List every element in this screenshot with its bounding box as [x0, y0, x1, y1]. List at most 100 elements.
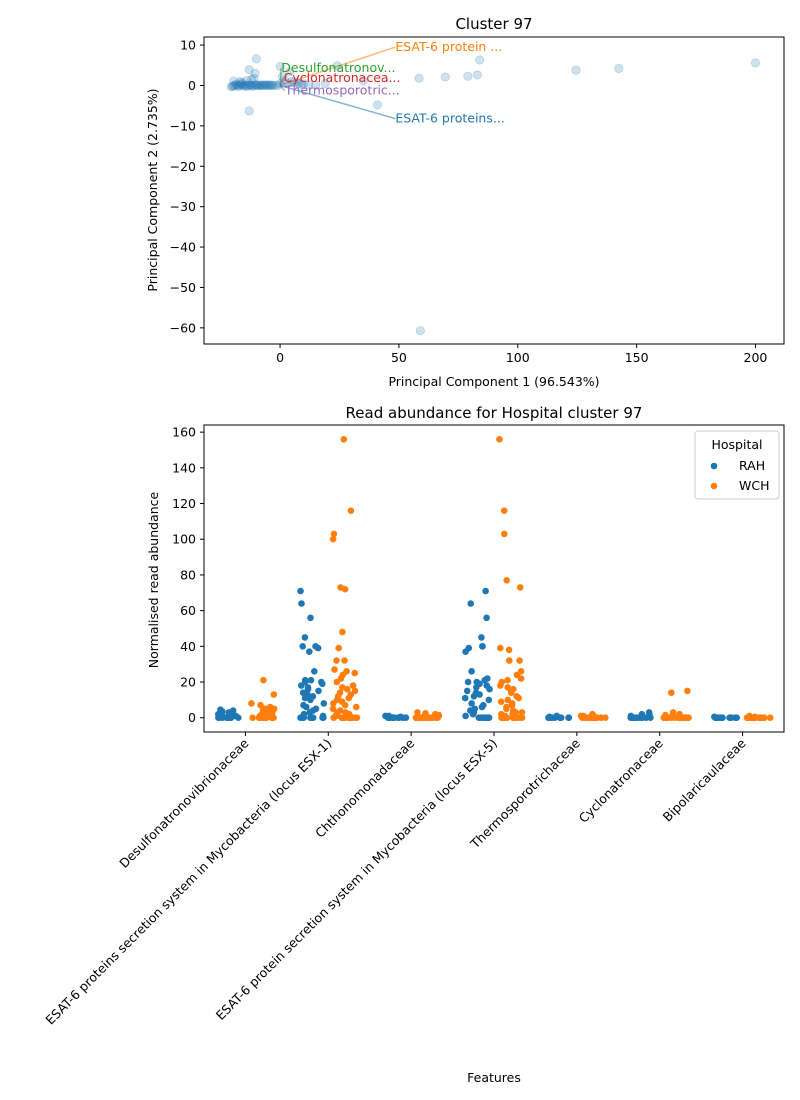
strip-y-tick-label: 100	[172, 532, 196, 547]
pca-point	[237, 77, 247, 87]
pca-point	[571, 65, 581, 75]
strip-point-rah	[464, 678, 472, 686]
pca-annotation-line	[279, 68, 283, 86]
strip-point-rah	[711, 713, 718, 721]
pca-point	[320, 79, 330, 89]
pca-y-tick-label: −10	[170, 118, 196, 133]
pca-point	[440, 72, 450, 82]
strip-point-wch	[337, 584, 344, 591]
strip-point-wch	[337, 707, 344, 714]
pca-point	[235, 77, 245, 87]
strip-point-wch	[498, 678, 506, 686]
pca-point	[244, 106, 254, 116]
strip-y-tick-label: 0	[188, 710, 196, 725]
strip-point-rah	[320, 700, 328, 707]
pca-point	[237, 79, 247, 89]
strip-point-rah	[645, 709, 653, 716]
strip-point-wch	[343, 668, 350, 675]
strip-point-wch	[270, 691, 278, 698]
legend-title: Hospital	[711, 437, 762, 452]
strip-point-rah	[485, 696, 493, 704]
strip-point-rah	[307, 714, 314, 721]
strip-point-wch	[340, 436, 348, 443]
legend-label-rah: RAH	[739, 458, 765, 473]
strip-point-wch	[504, 676, 511, 684]
pca-point	[358, 76, 368, 86]
pca-y-axis-label: Principal Component 2 (2.735%)	[145, 88, 160, 291]
legend-swatch-wch	[710, 482, 718, 490]
strip-point-wch	[504, 696, 512, 704]
strip-point-wch	[505, 646, 513, 654]
strip-point-rah	[462, 712, 469, 720]
strip-point-rah	[229, 707, 237, 714]
pca-point	[250, 68, 260, 78]
strip-point-rah	[468, 668, 475, 675]
pca-point	[238, 81, 248, 91]
pca-point	[253, 80, 263, 90]
strip-point-rah	[304, 684, 312, 691]
pca-point	[249, 80, 259, 90]
pca-point	[261, 80, 271, 90]
pca-point	[262, 81, 272, 91]
pca-y-tick-label: 10	[180, 38, 196, 53]
pca-x-tick-label: 100	[506, 350, 530, 365]
strip-point-wch	[508, 700, 516, 707]
strip-point-rah	[638, 710, 646, 718]
strip-point-rah	[726, 714, 733, 721]
legend: Hospital RAH WCH	[694, 430, 780, 500]
pca-point	[273, 81, 283, 91]
pca-point	[296, 79, 306, 89]
strip-point-wch	[344, 685, 351, 693]
strip-point-rah	[307, 676, 315, 684]
pca-point	[372, 100, 382, 110]
pca-annotation-label: Thermosporotric...	[284, 83, 400, 98]
strip-point-rah	[465, 644, 473, 652]
strip-point-rah	[482, 587, 489, 595]
strip-point-wch	[518, 709, 526, 716]
strip-y-tick-label: 40	[180, 639, 196, 654]
strip-point-rah	[475, 714, 483, 721]
pca-x-tick-label: 150	[625, 350, 649, 365]
pca-y-tick-label: 0	[188, 78, 196, 93]
strip-point-wch	[329, 705, 337, 713]
pca-point	[270, 80, 280, 90]
strip-point-rah	[479, 643, 486, 650]
legend-box	[694, 430, 780, 500]
strip-point-rah	[306, 648, 313, 655]
strip-point-rah	[311, 668, 318, 675]
strip-point-wch	[257, 701, 264, 709]
pca-point	[257, 81, 267, 91]
pca-point	[275, 79, 285, 89]
pca-y-tick-label: −60	[170, 320, 196, 335]
strip-point-wch	[342, 709, 349, 716]
strip-y-tick-label: 120	[172, 496, 196, 511]
strip-point-wch	[333, 657, 340, 664]
pca-point	[332, 61, 342, 71]
strip-point-rah	[483, 682, 491, 689]
strip-point-wch	[498, 710, 505, 718]
pca-point	[415, 326, 425, 336]
strip-point-rah	[732, 714, 739, 721]
strip-point-rah	[297, 587, 304, 595]
pca-point	[249, 73, 259, 83]
pca-point	[226, 82, 236, 92]
strip-point-rah	[565, 714, 573, 721]
pca-point	[229, 76, 239, 86]
pca-point	[256, 80, 266, 90]
strip-point-wch	[349, 682, 357, 689]
strip-point-rah	[301, 634, 309, 641]
pca-point	[235, 81, 245, 91]
strip-y-tick-label: 60	[180, 603, 196, 618]
pca-point	[230, 81, 240, 91]
pca-x-tick-label: 0	[276, 350, 284, 365]
pca-point	[266, 80, 276, 90]
strip-point-wch	[338, 698, 346, 705]
strip-point-rah	[300, 701, 307, 709]
strip-point-wch	[500, 507, 508, 514]
strip-point-rah	[473, 678, 481, 686]
pca-y-tick-label: −20	[170, 159, 196, 174]
strip-point-rah	[312, 705, 320, 713]
strip-point-rah	[217, 706, 224, 713]
